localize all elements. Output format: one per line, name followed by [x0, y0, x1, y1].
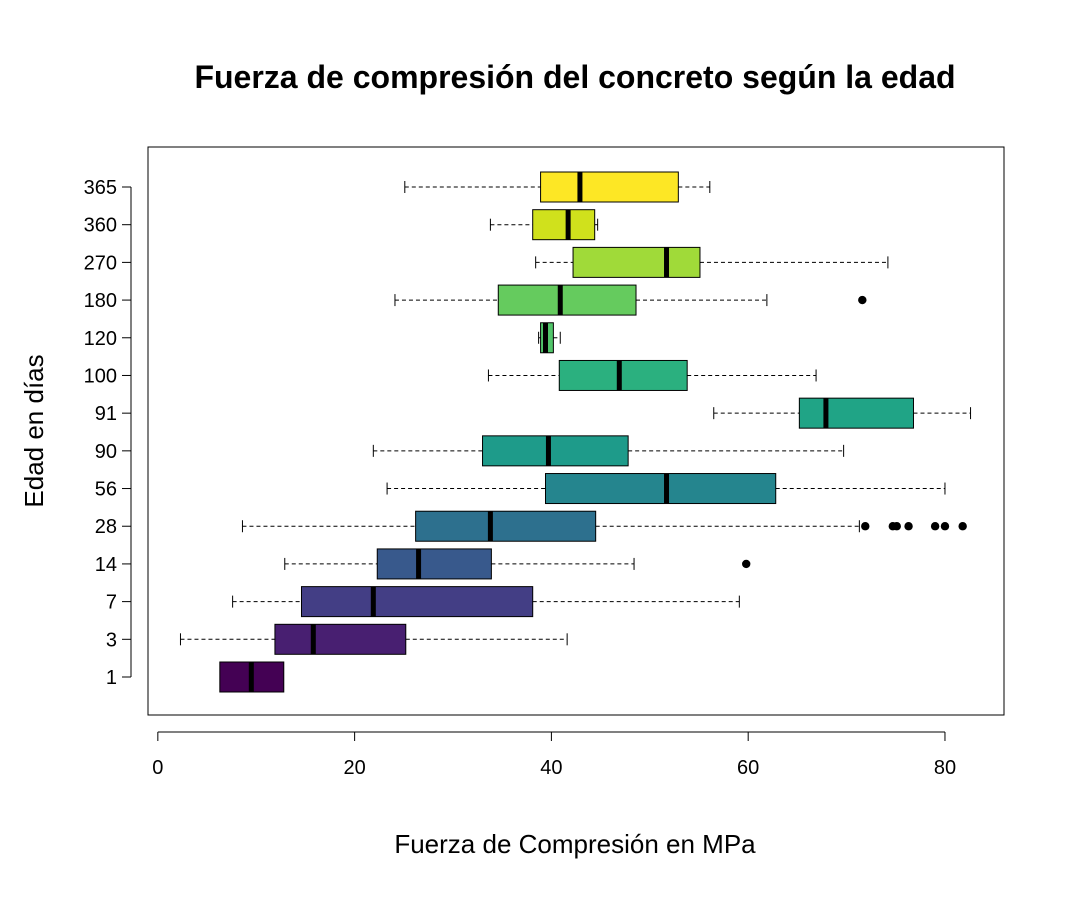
- box-body: [544, 473, 777, 505]
- chart-title: Fuerza de compresión del concreto según …: [194, 59, 955, 95]
- box-body: [497, 284, 637, 316]
- y-axis-label: Edad en días: [19, 354, 49, 507]
- box-body: [415, 510, 597, 542]
- outlier-point: [861, 522, 870, 531]
- y-tick-label: 360: [84, 215, 117, 237]
- box-group: [404, 171, 711, 203]
- y-tick-label: 28: [95, 516, 117, 538]
- box-group: [394, 284, 867, 316]
- y-tick-label: 365: [84, 177, 117, 199]
- x-tick-label: 40: [540, 757, 562, 779]
- x-tick-label: 80: [934, 757, 956, 779]
- box-body: [572, 246, 701, 278]
- box-group: [713, 397, 972, 429]
- box-group: [372, 435, 845, 467]
- box-body: [540, 171, 679, 203]
- y-tick-label: 1: [106, 667, 117, 689]
- y-tick-label: 7: [106, 592, 117, 614]
- y-tick-label: 56: [95, 479, 117, 501]
- box-group: [179, 623, 568, 655]
- outlier-point: [904, 522, 913, 531]
- x-tick-label: 20: [343, 757, 365, 779]
- outlier-point: [940, 522, 950, 531]
- box-group: [487, 359, 817, 391]
- y-tick-label: 90: [95, 441, 117, 463]
- outlier-point: [892, 522, 901, 531]
- box-body: [798, 397, 914, 429]
- box-body: [558, 359, 688, 391]
- box-group: [538, 322, 561, 354]
- y-tick-label: 91: [95, 403, 117, 425]
- box-body: [482, 435, 629, 467]
- y-axis: 1 3 7 14 28 56 90 91 100 120 180 270 360 365: [84, 177, 132, 689]
- box-series: [179, 171, 972, 693]
- y-tick-label: 270: [84, 252, 117, 274]
- box-body: [532, 209, 596, 241]
- box-group: [219, 661, 285, 693]
- x-tick-label: 0: [152, 757, 163, 779]
- box-body: [274, 623, 407, 655]
- y-tick-label: 120: [84, 328, 117, 350]
- box-group: [241, 510, 967, 542]
- box-body: [376, 548, 492, 580]
- outlier-point: [958, 522, 967, 531]
- box-group: [232, 586, 740, 618]
- x-axis-label: Fuerza de Compresión en MPa: [394, 829, 756, 859]
- plot-frame: [147, 146, 1005, 716]
- y-tick-label: 100: [84, 365, 117, 387]
- y-tick-label: 3: [106, 629, 117, 651]
- y-tick-label: 180: [84, 290, 117, 312]
- box-group: [535, 246, 889, 278]
- box-group: [284, 548, 751, 580]
- outlier-point: [858, 295, 867, 305]
- box-body: [300, 586, 534, 618]
- box-group: [386, 473, 946, 505]
- x-axis: 0 20 40 60 80: [152, 731, 956, 779]
- y-tick-label: 14: [95, 554, 117, 576]
- x-tick-label: 60: [737, 757, 759, 779]
- outlier-point: [742, 559, 751, 569]
- box-group: [489, 209, 599, 241]
- outlier-point: [930, 522, 940, 531]
